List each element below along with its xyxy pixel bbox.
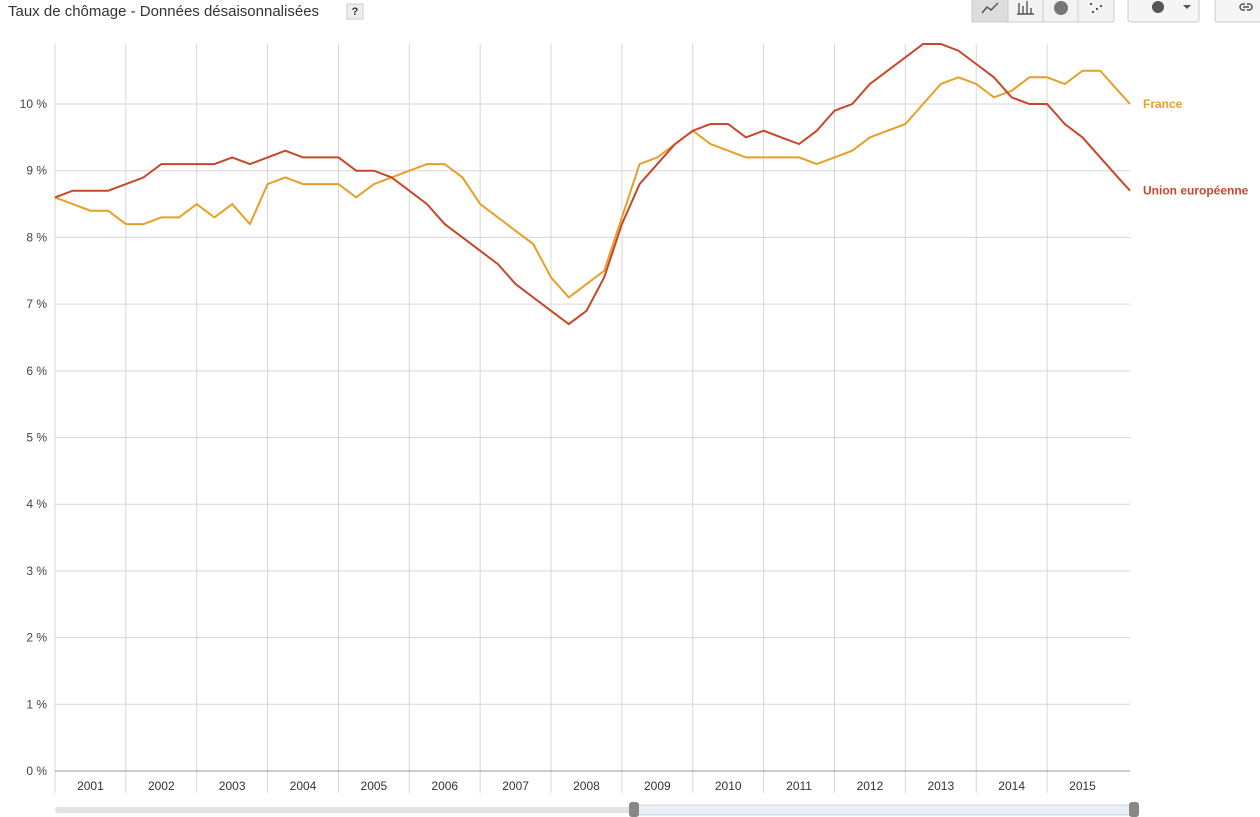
scatter-icon [1090,3,1102,13]
chart-title: Taux de chômage - Données désaisonnalisé… [8,3,319,20]
link-button[interactable] [1214,0,1260,23]
y-tick-label: 7 % [26,297,47,311]
y-tick-label: 2 % [26,631,47,645]
toolbar [971,0,1260,23]
plot-area: 0 % 1 % 2 % 3 % 4 % 5 % 6 % 7 % 8 % 9 % 10 % 2001 20… [20,43,1249,793]
x-tick-label: 2012 [857,779,884,793]
help-label[interactable]: ? [352,6,359,18]
y-tick-label: 4 % [26,497,47,511]
x-tick-label: 2001 [77,779,104,793]
x-tick-label: 2005 [361,779,388,793]
y-tick-label: 10 % [20,97,48,111]
slider-track [55,807,635,813]
x-tick-label: 2011 [786,779,812,793]
x-tick-label: 2004 [290,779,317,793]
help-button[interactable] [346,3,364,20]
slider-range[interactable] [633,804,1135,816]
legend-label: Union européenne [1143,184,1249,198]
x-tick-label: 2015 [1069,779,1096,793]
time-slider [55,802,1139,817]
bar-view-button[interactable] [1009,0,1043,22]
legend-label: France [1143,97,1183,111]
x-tick-label: 2009 [644,779,671,793]
y-tick-label: 1 % [26,697,47,711]
x-tick-label: 2014 [998,779,1025,793]
x-tick-label: 2008 [573,779,600,793]
settings-icon [1152,1,1164,13]
x-tick-label: 2003 [219,779,246,793]
bar-icon [1017,1,1034,15]
y-tick-label: 6 % [26,364,47,378]
x-tick-label: 2006 [431,779,458,793]
y-tick-label: 0 % [26,764,47,778]
x-tick-label: 2002 [148,779,175,793]
slider-handle[interactable] [629,802,639,817]
scatter-view-button[interactable] [1079,0,1114,22]
slider-handle[interactable] [1129,802,1139,817]
y-tick-label: 3 % [26,564,47,578]
series-line [54,43,1131,326]
settings-button[interactable] [1127,0,1200,23]
line-icon [981,2,999,14]
line-view-button[interactable] [971,0,1009,23]
y-tick-label: 8 % [26,230,47,244]
series-line [54,69,1131,299]
x-tick-label: 2013 [927,779,954,793]
y-tick-label: 5 % [26,431,47,445]
x-tick-label: 2007 [502,779,529,793]
map-icon [1054,1,1068,15]
x-tick-label: 2010 [715,779,742,793]
y-tick-label: 9 % [26,164,47,178]
link-icon [1239,3,1253,11]
dropdown-arrow [1183,5,1191,9]
